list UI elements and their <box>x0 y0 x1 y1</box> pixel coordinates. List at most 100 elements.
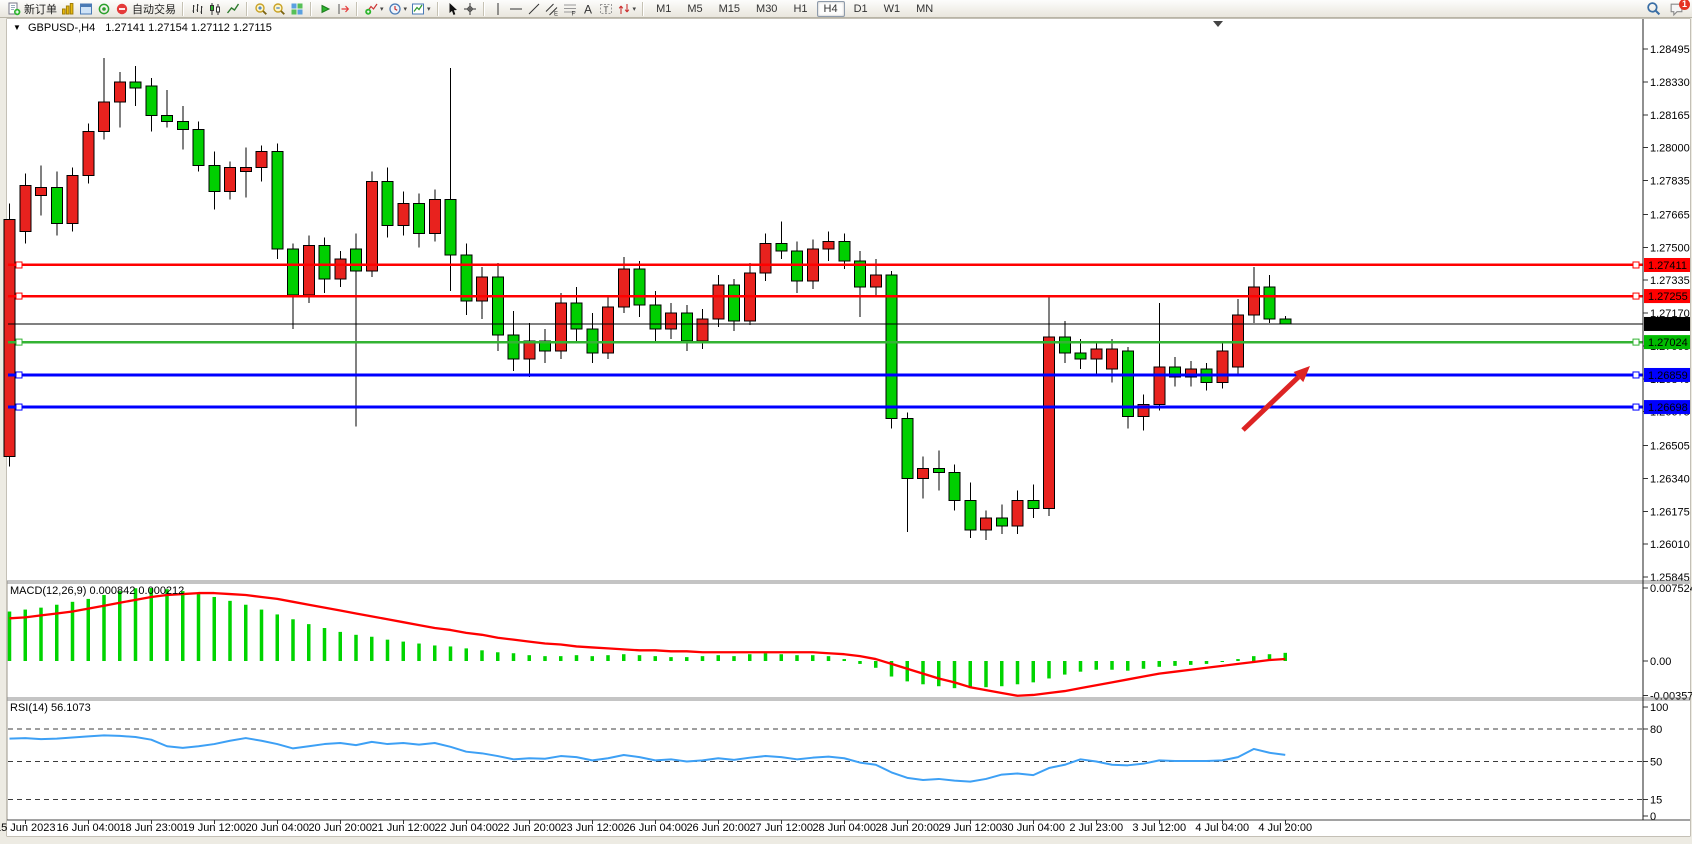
search-button[interactable] <box>1646 1 1661 16</box>
crosshair-button[interactable] <box>461 1 479 17</box>
crosshair-icon <box>463 2 476 15</box>
macd-histogram-bar <box>653 656 657 661</box>
time-axis[interactable] <box>7 820 1690 836</box>
collapse-triangle-icon[interactable]: ▼ <box>13 23 21 32</box>
line-handle[interactable] <box>15 403 23 411</box>
chart-symbol-label: ▼ GBPUSD-,H4 1.27141 1.27154 1.27112 1.2… <box>13 22 272 34</box>
tile-windows-button[interactable] <box>288 1 306 17</box>
timeframe-mn-button[interactable]: MN <box>916 2 934 15</box>
trend-arrow-annotation[interactable] <box>1241 366 1310 432</box>
timeframe-h4-button[interactable]: H4 <box>816 0 845 17</box>
timeframe-m15-button[interactable]: M15 <box>718 2 741 15</box>
macd-axis-label: 0.00 <box>1650 656 1671 668</box>
timeframe-w1-button[interactable]: W1 <box>883 2 901 15</box>
zoom-in-button[interactable] <box>252 1 270 17</box>
macd-histogram-bar <box>196 594 201 661</box>
text-button[interactable]: A <box>579 1 597 17</box>
market-watch-button[interactable] <box>59 1 77 17</box>
line-handle[interactable] <box>1632 292 1640 300</box>
channel-button[interactable]: E <box>543 1 561 17</box>
line-chart-button[interactable] <box>224 1 242 17</box>
navigator-button[interactable] <box>95 1 113 17</box>
macd-histogram-bar <box>480 650 484 661</box>
arrows-button[interactable]: ▾ <box>615 1 639 17</box>
macd-histogram-bar <box>165 589 169 661</box>
price-tick-label: 1.27835 <box>1650 176 1690 188</box>
timeframe-m5-button[interactable]: M5 <box>687 2 703 15</box>
price-level-badge: 1.27115 <box>1644 316 1690 331</box>
macd-histogram-bar <box>385 639 390 661</box>
templates-button[interactable]: ▾ <box>409 1 433 17</box>
candle <box>302 235 315 304</box>
macd-histogram-bar <box>1047 661 1051 679</box>
line-handle[interactable] <box>15 292 23 300</box>
chart-shift-marker[interactable] <box>1213 21 1223 27</box>
toolbar-separator <box>246 1 248 16</box>
candle <box>649 291 662 343</box>
toolbar-separator <box>356 1 358 16</box>
label-button[interactable]: T <box>597 1 615 17</box>
price-tick-label: 1.28000 <box>1650 143 1690 155</box>
timeframe-m30-button[interactable]: M30 <box>756 2 778 15</box>
toolbar-separator <box>436 1 439 16</box>
chart-shift-button[interactable] <box>334 1 352 17</box>
autotrading-button[interactable]: 自动交易 <box>113 1 178 17</box>
svg-text:F: F <box>571 11 575 16</box>
vline-button[interactable] <box>489 1 507 17</box>
macd-histogram-bar <box>417 643 421 661</box>
line-handle[interactable] <box>1632 371 1640 379</box>
cursor-button[interactable] <box>443 1 461 17</box>
candle <box>1137 394 1150 431</box>
timeframe-m1-button[interactable]: M1 <box>656 2 672 15</box>
candle <box>1090 340 1103 375</box>
macd-histogram-bar <box>1110 661 1114 670</box>
price-axis[interactable] <box>1643 19 1690 820</box>
fibonacci-button[interactable]: F <box>561 1 579 17</box>
chart-plot-area[interactable] <box>7 19 1643 581</box>
candle <box>334 251 347 288</box>
horizontal-levels-layer <box>8 261 1643 411</box>
periods-button[interactable]: ▾ <box>386 1 410 17</box>
candle <box>19 173 32 244</box>
time-tick-label: 22 Jun 04:00 <box>434 822 498 834</box>
hline-button[interactable] <box>507 1 525 17</box>
time-tick-label: 19 Jun 12:00 <box>182 822 246 834</box>
indicators-button[interactable]: ▾ <box>362 1 386 17</box>
macd-histogram-bar <box>181 591 185 661</box>
candle <box>224 161 236 200</box>
macd-histogram-bar <box>401 641 405 661</box>
vline-icon <box>497 2 499 15</box>
candle <box>66 167 79 232</box>
macd-histogram-bar <box>984 661 988 688</box>
auto-scroll-button[interactable] <box>316 1 334 17</box>
svg-text:1.27024: 1.27024 <box>1648 337 1688 349</box>
bar-chart-button[interactable] <box>188 1 206 17</box>
price-badges: 1.27411 1.27255 1.27115 1.27024 1.26859 1.266… <box>1644 257 1690 415</box>
rsi-axis-label: 15 <box>1650 795 1662 807</box>
data-window-icon <box>80 3 92 14</box>
line-handle[interactable] <box>15 338 23 346</box>
line-handle[interactable] <box>15 261 23 269</box>
candle <box>145 77 158 132</box>
line-handle[interactable] <box>15 371 23 379</box>
candle <box>759 233 772 282</box>
trendline-button[interactable] <box>525 1 543 17</box>
line-handle[interactable] <box>1632 338 1640 346</box>
data-window-button[interactable] <box>77 1 95 17</box>
macd-histogram-bar <box>559 656 563 661</box>
cursor-icon <box>449 2 457 15</box>
line-handle[interactable] <box>1632 261 1640 269</box>
timeframe-d1-button[interactable]: D1 <box>853 2 868 15</box>
chat-button[interactable]: 1 <box>1669 0 1690 16</box>
price-tick-label: 1.28495 <box>1650 44 1690 56</box>
macd-histogram-bar <box>952 661 957 689</box>
timeframe-h1-button[interactable]: H1 <box>793 2 808 15</box>
line-handle[interactable] <box>1632 403 1640 411</box>
macd-histogram-bar <box>1267 654 1272 661</box>
zoom-out-button[interactable] <box>270 1 288 17</box>
macd-histogram-bar <box>637 655 642 661</box>
candlestick-button[interactable] <box>206 1 224 17</box>
macd-histogram-bar <box>39 607 43 661</box>
new-order-button[interactable]: 新订单 <box>5 1 59 17</box>
